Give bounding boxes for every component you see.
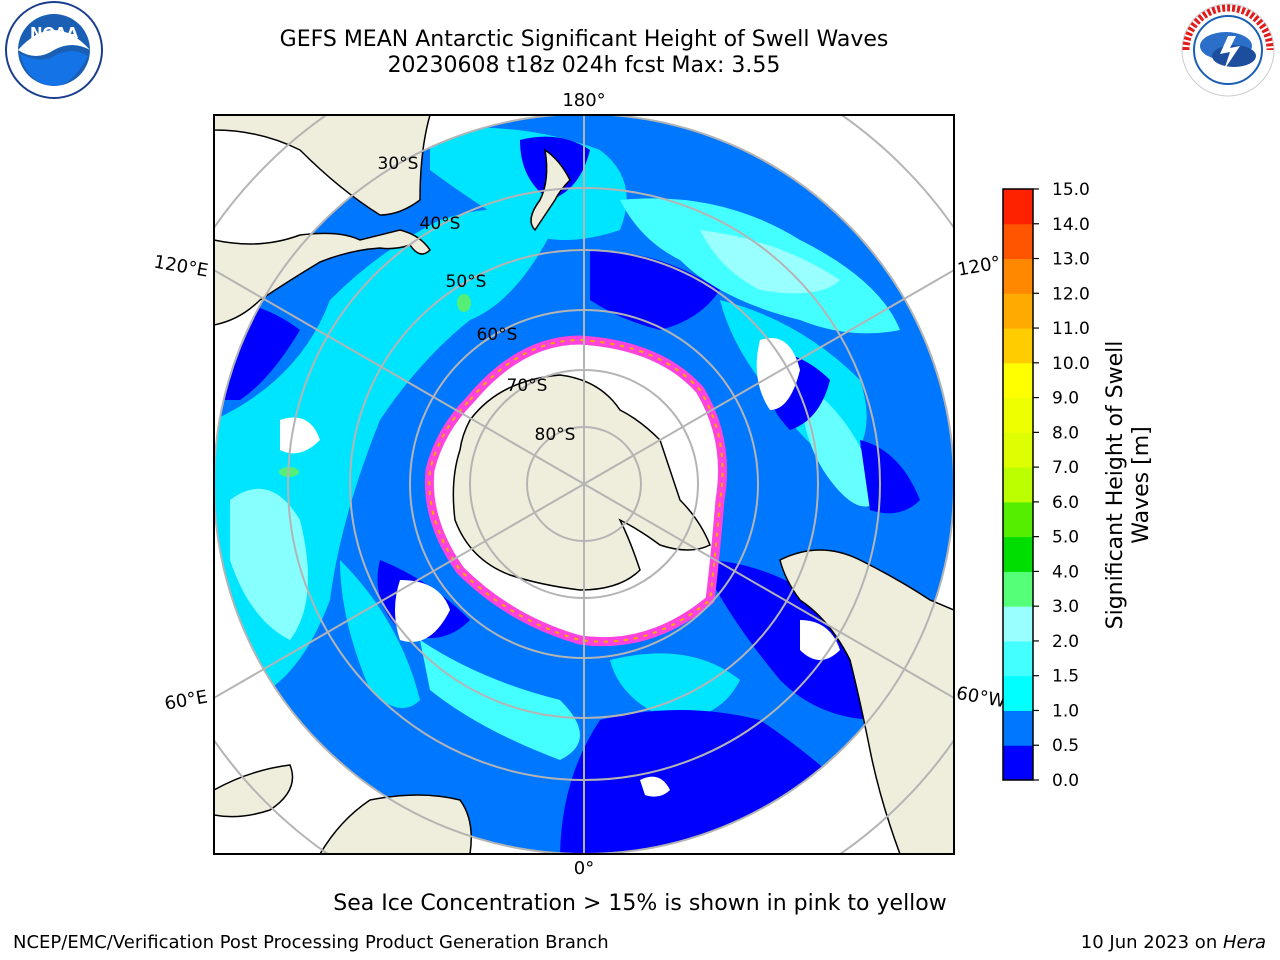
lon-label-180: 180° [562, 90, 605, 111]
chart-subtitle: 20230608 t18z 024h fcst Max: 3.55 [387, 53, 781, 78]
colorbar-swatch [1003, 189, 1033, 225]
colorbar-tick-label: 9.0 [1052, 389, 1079, 409]
colorbar-swatch [1003, 397, 1033, 433]
footer-credit: NCEP/EMC/Verification Post Processing Pr… [13, 932, 609, 953]
colorbar-swatch [1003, 571, 1033, 607]
africa-landmass [319, 794, 472, 854]
colorbar-swatch [1003, 745, 1033, 781]
colorbar-tick-label: 11.0 [1052, 319, 1090, 339]
lat-label-50s: 50°S [446, 272, 487, 292]
colorbar-tick-label: 3.0 [1052, 597, 1079, 617]
colorbar-swatch [1003, 432, 1033, 468]
colorbar-tick-label: 6.0 [1052, 493, 1079, 513]
colorbar-swatch [1003, 501, 1033, 538]
chart-title: GEFS MEAN Antarctic Significant Height o… [279, 27, 889, 52]
colorbar-swatch [1003, 606, 1033, 642]
map-frame [213, 114, 955, 855]
nws-logo [1181, 3, 1275, 97]
colorbar-tick-label: 10.0 [1052, 354, 1090, 374]
south-america-landmass [779, 549, 954, 854]
lat-label-80s: 80°S [535, 425, 576, 445]
colorbar-tick-label: 13.0 [1052, 250, 1090, 270]
svg-text:NOAA: NOAA [30, 24, 79, 42]
colorbar-swatch [1003, 536, 1033, 572]
colorbar-swatch [1003, 675, 1033, 711]
colorbar-tick-label: 0.5 [1052, 736, 1079, 756]
colorbar-tick-label: 14.0 [1052, 215, 1090, 235]
sea-ice-caption: Sea Ice Concentration > 15% is shown in … [333, 891, 947, 916]
colorbar-tick-label: 12.0 [1052, 284, 1090, 304]
colorbar-tick-label: 7.0 [1052, 458, 1079, 478]
colorbar-tick-label: 8.0 [1052, 423, 1079, 443]
graticule [214, 115, 954, 854]
colorbar-tick-label: 1.0 [1052, 701, 1079, 721]
colorbar-swatch [1003, 258, 1033, 294]
colorbar-tick-label: 0.0 [1052, 771, 1079, 791]
lat-label-60s: 60°S [477, 325, 518, 345]
colorbar-swatch [1003, 362, 1033, 399]
lat-label-40s: 40°S [420, 214, 461, 234]
colorbar-tick-label: 2.0 [1052, 632, 1079, 652]
lat-label-30s: 30°S [378, 154, 419, 174]
noaa-logo: NOAA [5, 1, 103, 99]
colorbar-swatch [1003, 467, 1033, 503]
colorbar-swatch [1003, 328, 1033, 364]
colorbar-tick-label: 4.0 [1052, 562, 1079, 582]
australia-landmass [214, 229, 431, 326]
colorbar-swatch [1003, 710, 1033, 746]
colorbar-tick-label: 15.0 [1052, 180, 1090, 200]
lat-label-70s: 70°S [507, 376, 548, 396]
colorbar-tick-label: 5.0 [1052, 528, 1079, 548]
colorbar-label: Significant Height of Swell Waves [m] [1103, 340, 1154, 630]
footer-date: 10 Jun 2023 on Hera [1080, 932, 1266, 953]
colorbar-tick-label: 1.5 [1052, 667, 1079, 687]
colorbar-swatch [1003, 293, 1033, 329]
colorbar-swatch [1003, 640, 1033, 677]
lon-label-0: 0° [574, 858, 594, 879]
colorbar-swatch [1003, 223, 1033, 260]
